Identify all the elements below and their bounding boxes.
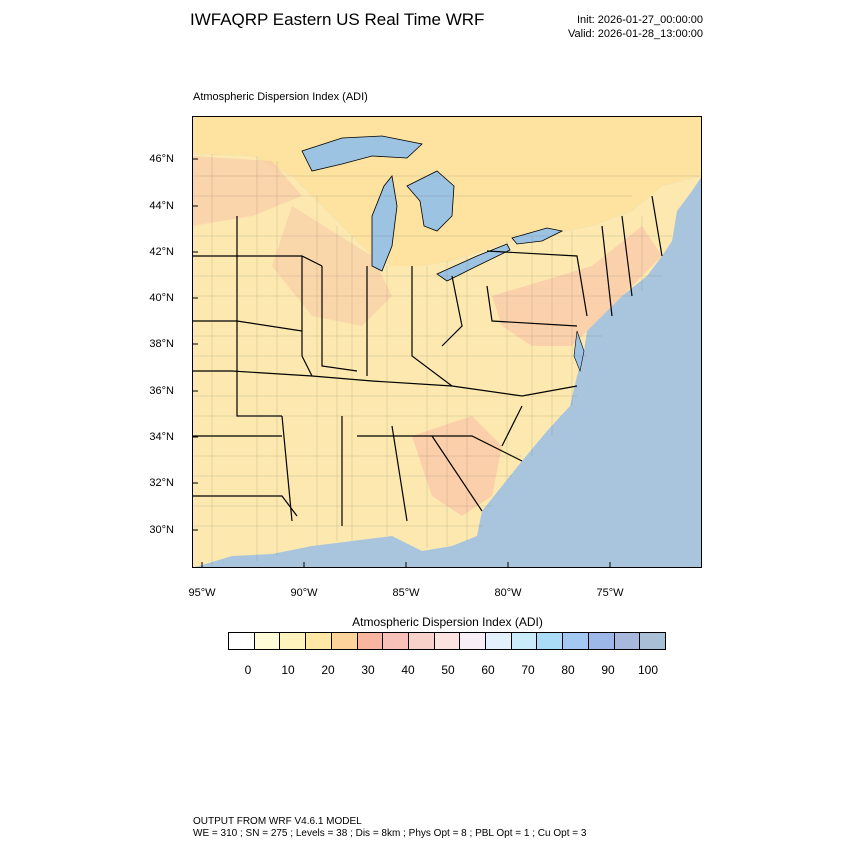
colorbar-label: 10 <box>281 663 295 677</box>
lat-label-32n: 32°N <box>149 477 174 489</box>
warm-region-southeast <box>412 416 502 516</box>
lat-label-30n: 30°N <box>149 524 174 536</box>
colorbar-box <box>306 633 332 649</box>
colorbar-box <box>408 633 435 649</box>
colorbar <box>228 632 666 650</box>
colorbar-box <box>254 633 281 649</box>
colorbar-box <box>537 633 564 649</box>
colorbar-label: 60 <box>481 663 495 677</box>
lat-label-38n: 38°N <box>149 338 174 350</box>
colorbar-box <box>563 633 589 649</box>
warm-region-north <box>192 156 302 226</box>
colorbar-box <box>614 633 641 649</box>
colorbar-box <box>229 633 255 649</box>
chesapeake-bay <box>573 330 585 373</box>
colorbar-box <box>460 633 487 649</box>
colorbar-label: 80 <box>561 663 575 677</box>
lake-huron <box>406 170 455 232</box>
lake-superior <box>301 135 423 172</box>
colorbar-label: 50 <box>441 663 455 677</box>
colorbar-label: 30 <box>361 663 375 677</box>
colorbar-label: 100 <box>637 663 659 677</box>
field-label: Atmospheric Dispersion Index (ADI) <box>193 91 368 103</box>
county-texture <box>192 154 702 568</box>
map-panel <box>192 116 702 568</box>
colorbar-box <box>640 633 665 649</box>
model-config: WE = 310 ; SN = 275 ; Levels = 38 ; Dis … <box>193 828 587 839</box>
colorbar-title: Atmospheric Dispersion Index (ADI) <box>352 615 543 629</box>
lake-michigan <box>371 175 398 272</box>
lon-label-85w: 85°W <box>392 587 420 599</box>
lon-label-90w: 90°W <box>290 587 318 599</box>
lon-label-95w: 95°W <box>188 587 216 599</box>
lon-label-80w: 80°W <box>494 587 522 599</box>
colorbar-label: 70 <box>521 663 535 677</box>
lat-label-44n: 44°N <box>149 200 174 212</box>
lat-label-42n: 42°N <box>149 246 174 258</box>
colorbar-box <box>511 633 538 649</box>
colorbar-label: 40 <box>401 663 415 677</box>
colorbar-box <box>486 633 512 649</box>
colorbar-label: 90 <box>601 663 615 677</box>
model-info: OUTPUT FROM WRF V4.6.1 MODEL <box>193 816 362 827</box>
lat-label-36n: 36°N <box>149 385 174 397</box>
lat-label-34n: 34°N <box>149 431 174 443</box>
colorbar-label: 20 <box>321 663 335 677</box>
colorbar-box <box>357 633 384 649</box>
colorbar-box <box>434 633 461 649</box>
colorbar-box <box>331 633 358 649</box>
lon-label-75w: 75°W <box>596 587 624 599</box>
plot-title: IWFAQRP Eastern US Real Time WRF <box>190 10 485 29</box>
init-time: Init: 2026-01-27_00:00:00 <box>577 14 703 26</box>
colorbar-box <box>280 633 307 649</box>
lat-label-40n: 40°N <box>149 292 174 304</box>
lat-label-46n: 46°N <box>149 153 174 165</box>
colorbar-label: 0 <box>244 663 252 677</box>
tick-marks <box>192 158 611 568</box>
warm-region-northeast <box>492 226 662 346</box>
colorbar-box <box>588 633 615 649</box>
colorbar-box <box>383 633 409 649</box>
valid-time: Valid: 2026-01-28_13:00:00 <box>568 28 703 40</box>
